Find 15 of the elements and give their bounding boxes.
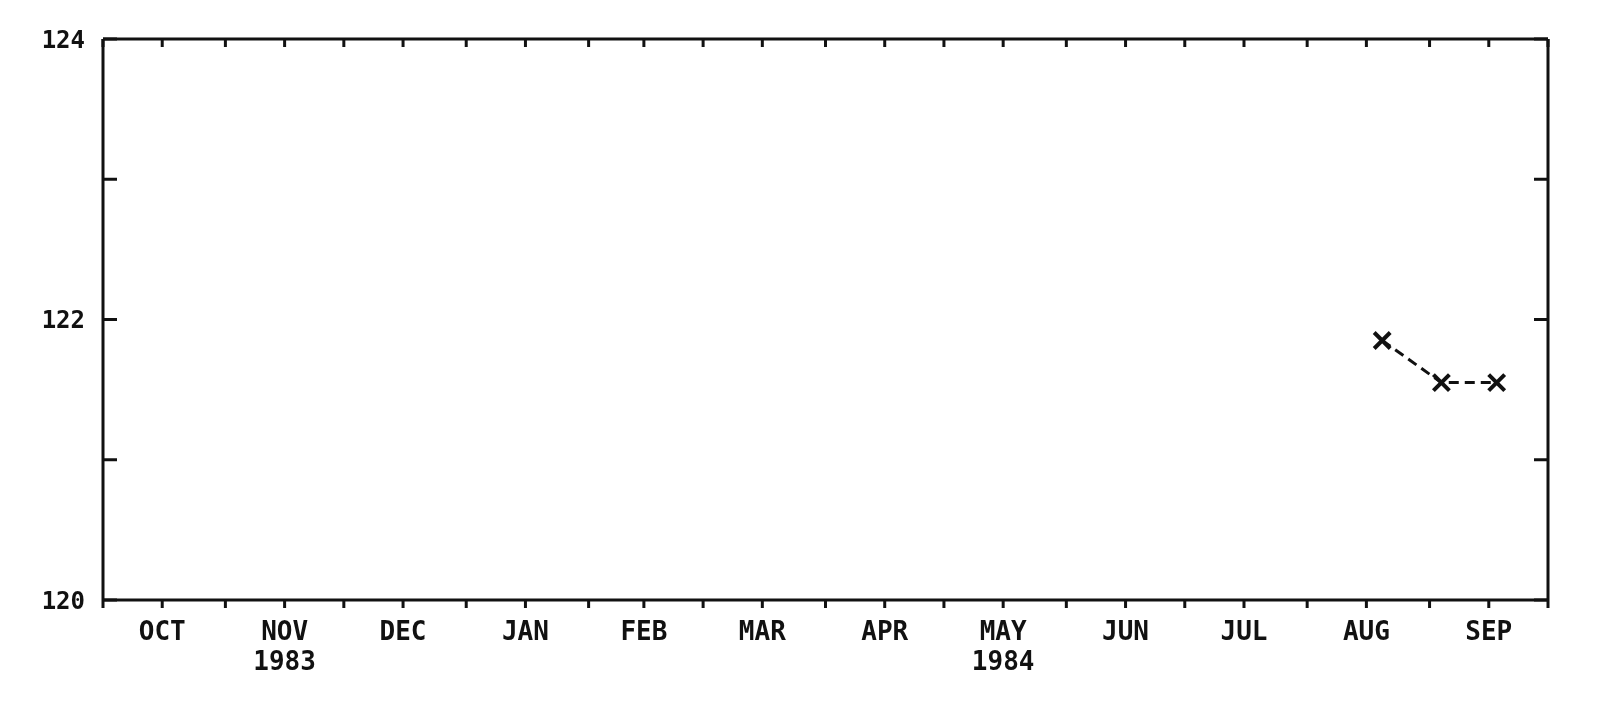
x-tick-label: MAY 1984 [971, 616, 1035, 676]
x-tick-label: DEC [379, 616, 427, 646]
x-tick-label: MAR [738, 616, 787, 646]
y-tick-label: 120 [41, 586, 85, 615]
y-tick-label: 124 [41, 25, 85, 54]
x-tick-label: APR [861, 616, 909, 646]
x-tick-label: NOV 1983 [253, 616, 316, 676]
y-tick-label: 122 [41, 306, 85, 335]
x-tick-label: JAN [501, 616, 549, 646]
x-tick-label: OCT [138, 616, 186, 646]
x-tick-label: SEP [1465, 616, 1513, 646]
x-tick-label: AUG [1342, 616, 1390, 646]
x-tick-label: JUN [1102, 616, 1150, 646]
x-tick-label: FEB [620, 616, 668, 646]
x-tick-label: JUL [1220, 616, 1268, 646]
